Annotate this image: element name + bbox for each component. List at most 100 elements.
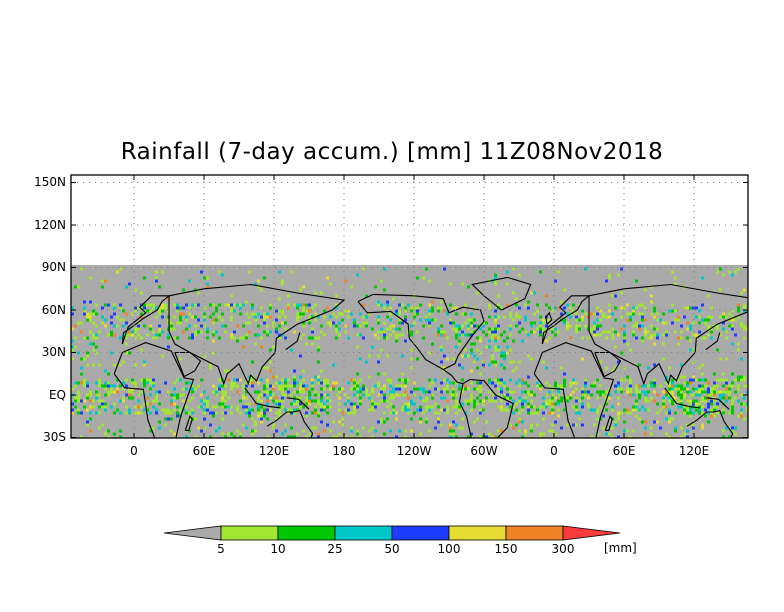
rain-cell — [518, 429, 521, 433]
rain-cell — [416, 312, 419, 316]
rain-cell — [731, 381, 734, 385]
rain-cell — [626, 375, 629, 379]
rain-cell — [161, 270, 164, 274]
rain-cell — [251, 384, 254, 388]
rain-cell — [668, 396, 671, 400]
rain-cell — [293, 435, 296, 438]
rain-cell — [275, 330, 278, 334]
rain-cell — [527, 402, 530, 406]
rain-cell — [509, 396, 512, 400]
rain-cell — [260, 417, 263, 421]
rain-cell — [581, 309, 584, 313]
rain-cell — [434, 387, 437, 391]
rain-cell — [275, 327, 278, 331]
rain-cell — [566, 396, 569, 400]
rain-cell — [98, 405, 101, 409]
rain-cell — [503, 408, 506, 412]
rain-cell — [743, 378, 746, 382]
coastline — [706, 397, 730, 410]
rain-cell — [596, 312, 599, 316]
rain-cell — [722, 327, 725, 331]
rain-cell — [521, 327, 524, 331]
rain-cell — [281, 279, 284, 283]
rain-cell — [305, 342, 308, 346]
rain-cell — [275, 429, 278, 433]
rain-cell — [389, 333, 392, 337]
rain-cell — [221, 396, 224, 400]
rain-cell — [149, 381, 152, 385]
rain-cell — [563, 321, 566, 325]
rain-cell — [596, 396, 599, 400]
rain-cell — [524, 390, 527, 394]
rain-cell — [266, 384, 269, 388]
rain-cell — [191, 387, 194, 391]
rain-cell — [98, 399, 101, 403]
rain-cell — [416, 276, 419, 280]
rain-cell — [104, 279, 107, 283]
rain-cell — [452, 420, 455, 424]
rain-cell — [608, 309, 611, 313]
rain-cell — [320, 402, 323, 406]
rain-cell — [329, 405, 332, 409]
rain-cell — [599, 393, 602, 397]
rain-cell — [503, 357, 506, 361]
coastline — [594, 351, 622, 378]
rain-cell — [80, 330, 83, 334]
rain-cell — [362, 393, 365, 397]
rain-cell — [206, 276, 209, 280]
rain-cell — [344, 330, 347, 334]
rain-cell — [539, 327, 542, 331]
rain-cell — [494, 330, 497, 334]
rain-cell — [731, 429, 734, 433]
rain-cell — [350, 426, 353, 430]
rain-cell — [311, 384, 314, 388]
rain-cell — [566, 324, 569, 328]
rain-cell — [743, 375, 746, 379]
rain-cell — [239, 411, 242, 415]
rain-cell — [86, 420, 89, 424]
rain-cell — [701, 423, 704, 427]
rain-cell — [179, 318, 182, 322]
rain-cell — [518, 321, 521, 325]
rain-cell — [710, 327, 713, 331]
rain-cell — [314, 291, 317, 295]
rain-cell — [209, 423, 212, 427]
rain-cell — [98, 393, 101, 397]
rain-cell — [95, 396, 98, 400]
rain-cell — [245, 405, 248, 409]
rain-cell — [617, 396, 620, 400]
rain-cell — [455, 324, 458, 328]
rain-cell — [707, 324, 710, 328]
rain-cell — [398, 318, 401, 322]
rain-cell — [290, 384, 293, 388]
rain-cell — [512, 339, 515, 343]
rain-cell — [512, 426, 515, 430]
rain-cell — [386, 315, 389, 319]
rain-cell — [566, 303, 569, 307]
rain-cell — [710, 336, 713, 340]
rain-cell — [497, 378, 500, 382]
rain-cell — [671, 270, 674, 274]
rain-cell — [77, 390, 80, 394]
rain-cell — [224, 303, 227, 307]
rain-cell — [380, 348, 383, 352]
rain-cell — [167, 336, 170, 340]
rain-cell — [443, 267, 446, 271]
rain-cell — [317, 345, 320, 349]
rain-cell — [152, 426, 155, 430]
rain-cell — [428, 384, 431, 388]
rain-cell — [125, 321, 128, 325]
rain-cell — [716, 411, 719, 415]
rain-cell — [113, 363, 116, 367]
rain-cell — [302, 285, 305, 289]
rain-cell — [500, 399, 503, 403]
rain-cell — [254, 318, 257, 322]
rain-cell — [446, 378, 449, 382]
rain-cell — [398, 312, 401, 316]
rain-cell — [362, 384, 365, 388]
rain-cell — [395, 312, 398, 316]
rain-cell — [137, 411, 140, 415]
rain-cell — [491, 399, 494, 403]
rain-cell — [140, 291, 143, 295]
rain-cell — [575, 312, 578, 316]
